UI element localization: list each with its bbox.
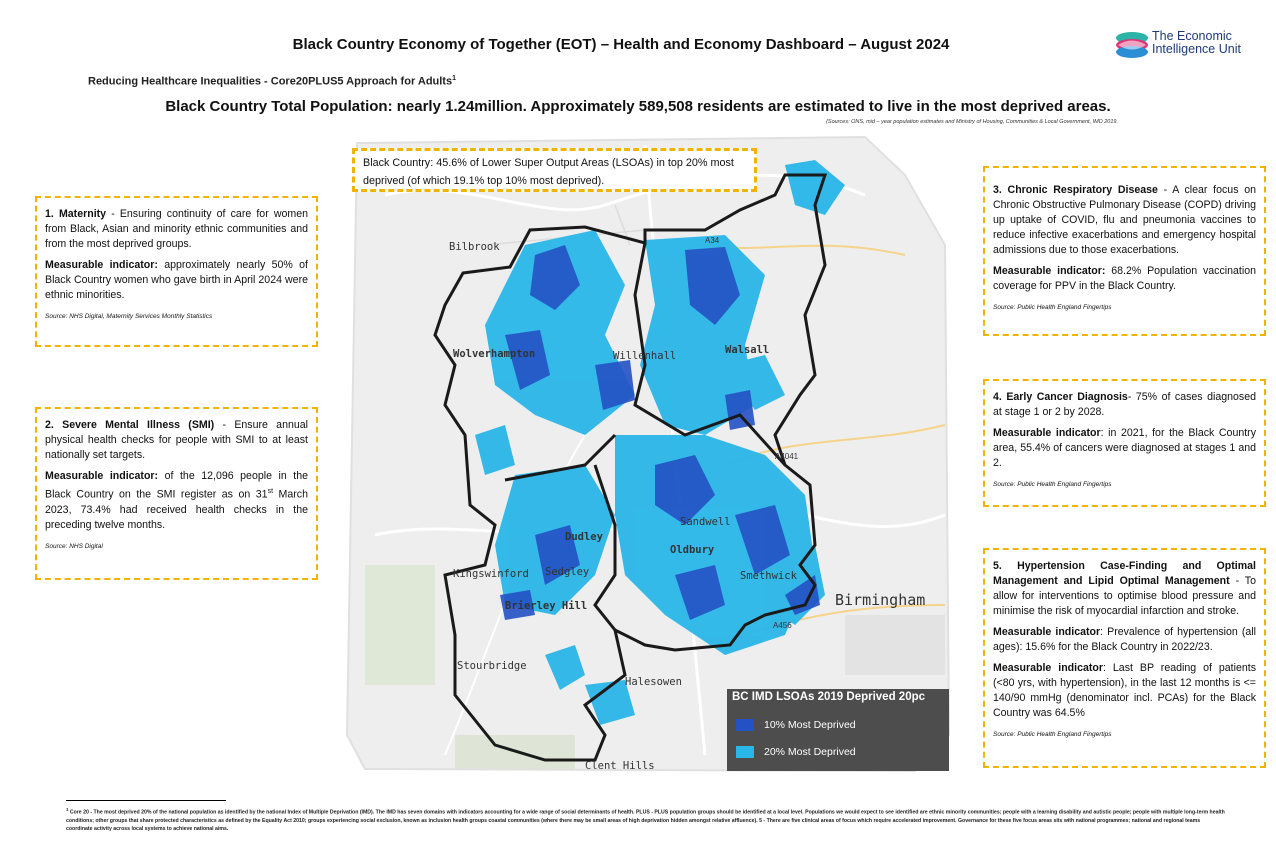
place-label: Dudley: [565, 531, 604, 543]
place-label: Bilbrook: [449, 241, 500, 253]
place-label: Stourbridge: [457, 660, 527, 672]
deprivation-map: Bilbrook Wolverhampton Willenhall Walsal…: [345, 135, 951, 773]
deprived-10pc-areas: [500, 245, 820, 620]
place-label: Willenhall: [613, 350, 676, 362]
footnote: 1 Core 20 - The most deprived 20% of the…: [66, 807, 1225, 832]
place-label: Oldbury: [670, 544, 715, 556]
legend-title: BC IMD LSOAs 2019 Deprived 20pc: [732, 691, 926, 703]
maternity-box: 1. Maternity - Ensuring continuity of ca…: [35, 196, 318, 347]
legend-item-10pc: 10% Most Deprived: [736, 719, 856, 732]
map-labels: Bilbrook Wolverhampton Willenhall Walsal…: [449, 236, 925, 772]
place-label: Sedgley: [545, 566, 589, 578]
copd-box: 3. Chronic Respiratory Disease - A clear…: [983, 166, 1266, 336]
map-legend: BC IMD LSOAs 2019 Deprived 20pc 10% Most…: [727, 689, 949, 771]
smi-box: 2. Severe Mental Illness (SMI) - Ensure …: [35, 407, 318, 580]
road-label: A4041: [775, 452, 799, 461]
place-label: Birmingham: [835, 591, 925, 609]
place-label: Brierley Hill: [505, 600, 587, 612]
place-label: Halesowen: [625, 676, 682, 688]
subtitle: Reducing Healthcare Inequalities - Core2…: [88, 75, 456, 88]
place-label: Sandwell: [680, 516, 731, 528]
lsoa-callout: Black Country: 45.6% of Lower Super Outp…: [352, 148, 757, 192]
black-country-boundary: [433, 173, 828, 762]
hypertension-box: 5. Hypertension Case-Finding and Optimal…: [983, 548, 1266, 768]
place-label: Clent Hills: [585, 760, 655, 772]
sources-note: (Sources: ONS, mid – year population est…: [826, 119, 1118, 125]
place-label: Walsall: [725, 344, 769, 356]
legend-swatch: [736, 746, 754, 759]
eiu-logo-icon: [1116, 32, 1148, 58]
place-label: Wolverhampton: [453, 348, 535, 360]
page-title: Black Country Economy of Together (EOT) …: [292, 36, 950, 53]
place-label: Smethwick: [740, 570, 798, 582]
road-label: A34: [705, 236, 720, 245]
logo-text: The Economic Intelligence Unit: [1152, 29, 1241, 56]
cancer-box: 4. Early Cancer Diagnosis- 75% of cases …: [983, 379, 1266, 507]
road-label: A456: [773, 621, 792, 630]
legend-swatch: [736, 719, 754, 732]
footnote-divider: [66, 800, 226, 801]
place-label: Kingswinford: [453, 568, 529, 580]
legend-item-20pc: 20% Most Deprived: [736, 746, 856, 759]
population-headline: Black Country Total Population: nearly 1…: [165, 98, 1111, 115]
